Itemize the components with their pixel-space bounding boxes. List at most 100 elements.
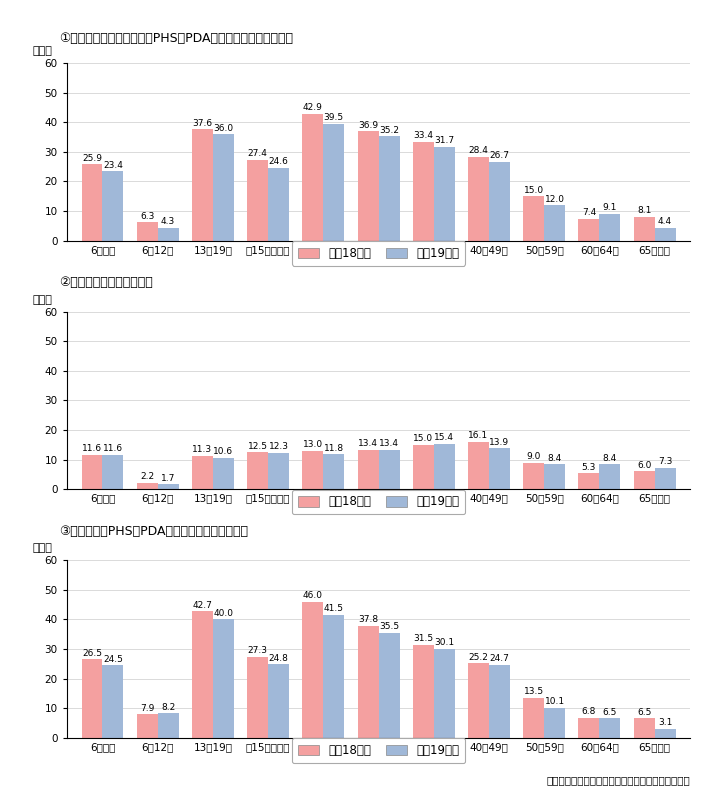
- Text: 12.3: 12.3: [268, 443, 289, 451]
- Bar: [268, 453, 289, 489]
- Text: 11.6: 11.6: [103, 444, 123, 454]
- Text: 13.4: 13.4: [379, 439, 399, 448]
- Legend: 平成18年末, 平成19年末: 平成18年末, 平成19年末: [292, 489, 465, 514]
- Text: ①パソコン又は携帯電話（PHS・PDAを含む）からの購入経験: ①パソコン又は携帯電話（PHS・PDAを含む）からの購入経験: [60, 32, 294, 44]
- Bar: [544, 205, 565, 241]
- Text: 41.5: 41.5: [324, 604, 343, 614]
- Bar: [192, 456, 213, 489]
- Text: 26.7: 26.7: [489, 151, 510, 160]
- Bar: [434, 649, 455, 738]
- Bar: [634, 719, 655, 738]
- Text: 3.1: 3.1: [658, 718, 672, 727]
- Text: 42.9: 42.9: [303, 103, 322, 112]
- Text: （％）: （％）: [32, 543, 52, 553]
- Text: 36.9: 36.9: [358, 121, 378, 130]
- Bar: [323, 615, 344, 738]
- Text: （％）: （％）: [32, 294, 52, 305]
- Bar: [523, 196, 544, 241]
- Text: 6.3: 6.3: [140, 211, 154, 220]
- Bar: [268, 168, 289, 241]
- Bar: [489, 448, 510, 489]
- Bar: [158, 713, 179, 738]
- Text: 10.1: 10.1: [545, 697, 565, 706]
- Text: 9.1: 9.1: [603, 204, 617, 212]
- Bar: [468, 156, 489, 241]
- Text: 25.2: 25.2: [468, 653, 489, 662]
- Bar: [358, 132, 379, 241]
- Bar: [247, 452, 268, 489]
- Bar: [137, 714, 158, 738]
- Bar: [158, 228, 179, 241]
- Bar: [379, 633, 400, 738]
- Bar: [655, 468, 676, 489]
- Bar: [578, 473, 599, 489]
- Text: 13.4: 13.4: [358, 439, 378, 448]
- Text: 8.4: 8.4: [547, 454, 562, 463]
- Bar: [192, 611, 213, 738]
- Bar: [102, 171, 123, 241]
- Legend: 平成18年末, 平成19年末: 平成18年末, 平成19年末: [292, 241, 465, 266]
- Bar: [302, 601, 323, 738]
- Text: 31.5: 31.5: [413, 634, 433, 643]
- Bar: [192, 129, 213, 241]
- Text: 24.5: 24.5: [103, 655, 123, 664]
- Bar: [544, 708, 565, 738]
- Bar: [599, 464, 620, 489]
- Bar: [523, 697, 544, 738]
- Bar: [413, 645, 434, 738]
- Bar: [81, 164, 102, 241]
- Text: 10.6: 10.6: [213, 447, 233, 456]
- Bar: [434, 147, 455, 241]
- Text: 1.7: 1.7: [161, 473, 175, 483]
- Text: 8.1: 8.1: [637, 206, 651, 215]
- Text: 31.7: 31.7: [434, 136, 454, 145]
- Text: 24.7: 24.7: [489, 654, 510, 663]
- Text: 23.4: 23.4: [103, 161, 123, 170]
- Bar: [655, 728, 676, 738]
- Bar: [302, 451, 323, 489]
- Text: 35.5: 35.5: [379, 623, 399, 631]
- Bar: [358, 450, 379, 489]
- Bar: [489, 162, 510, 241]
- Bar: [434, 443, 455, 489]
- Text: 24.8: 24.8: [268, 654, 289, 663]
- Text: 6.0: 6.0: [637, 461, 651, 470]
- Bar: [379, 450, 400, 489]
- Text: 46.0: 46.0: [303, 591, 323, 600]
- Text: 11.6: 11.6: [82, 444, 102, 454]
- Bar: [634, 217, 655, 241]
- Text: 13.9: 13.9: [489, 438, 510, 447]
- Text: 36.0: 36.0: [213, 124, 233, 133]
- Text: 12.0: 12.0: [545, 195, 565, 204]
- Bar: [158, 484, 179, 489]
- Text: 16.1: 16.1: [468, 431, 489, 440]
- Text: 15.0: 15.0: [524, 185, 544, 195]
- Bar: [634, 472, 655, 489]
- Legend: 平成18年末, 平成19年末: 平成18年末, 平成19年末: [292, 738, 465, 763]
- Bar: [544, 464, 565, 489]
- Text: 総務省「通信利用動向調査（世帯編）」により作成: 総務省「通信利用動向調査（世帯編）」により作成: [547, 775, 690, 785]
- Text: 13.5: 13.5: [524, 687, 544, 696]
- Text: ②パソコンからの購入経験: ②パソコンからの購入経験: [60, 276, 154, 289]
- Bar: [358, 626, 379, 738]
- Text: 35.2: 35.2: [379, 126, 399, 135]
- Text: 33.4: 33.4: [414, 131, 433, 140]
- Bar: [302, 114, 323, 241]
- Text: 11.3: 11.3: [192, 445, 212, 454]
- Text: 8.4: 8.4: [603, 454, 617, 463]
- Text: 39.5: 39.5: [324, 114, 344, 122]
- Text: 6.5: 6.5: [637, 708, 651, 717]
- Text: 9.0: 9.0: [526, 452, 541, 461]
- Bar: [81, 454, 102, 489]
- Text: 7.4: 7.4: [582, 208, 596, 217]
- Text: 26.5: 26.5: [82, 649, 102, 658]
- Text: 4.3: 4.3: [161, 218, 175, 226]
- Text: 15.0: 15.0: [413, 434, 433, 443]
- Bar: [578, 219, 599, 241]
- Text: 7.9: 7.9: [140, 704, 154, 713]
- Bar: [413, 445, 434, 489]
- Text: 42.7: 42.7: [193, 601, 212, 610]
- Bar: [247, 657, 268, 738]
- Bar: [655, 227, 676, 241]
- Text: 12.5: 12.5: [247, 442, 268, 451]
